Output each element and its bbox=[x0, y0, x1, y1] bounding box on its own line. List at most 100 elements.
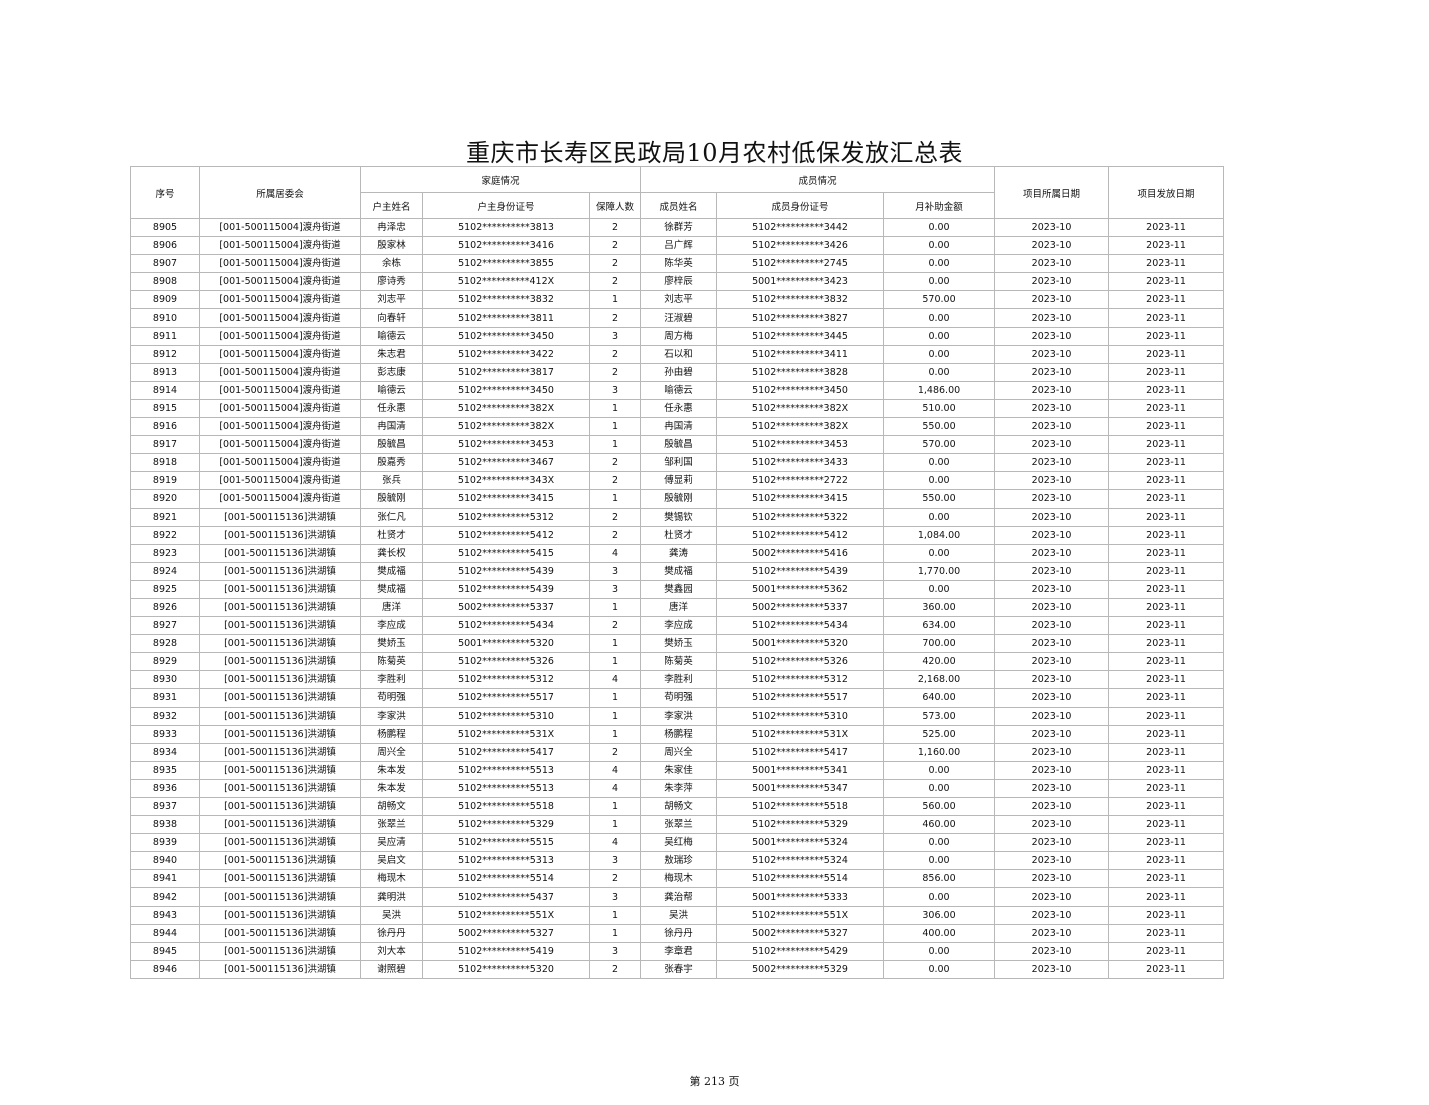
cell-seq: 8915 bbox=[130, 398, 200, 419]
cell-issue-date: 2023-11 bbox=[1108, 217, 1225, 238]
cell-issue-date: 2023-11 bbox=[1108, 272, 1225, 292]
table-row: 8907 [001-500115004]渡舟街道 余栋 5102**********3… bbox=[130, 254, 1225, 274]
header-member-group: 成员情况 bbox=[640, 166, 996, 193]
cell-seq: 8909 bbox=[130, 290, 200, 310]
cell-count: 4 bbox=[588, 760, 642, 780]
cell-amount: 573.00 bbox=[883, 706, 996, 726]
table-header: 序号 所属居委会 家庭情况 成员情况 项目所属日期 项目发放日期 户主姓名 户主… bbox=[130, 166, 1225, 219]
cell-head-id: 5002**********5327 bbox=[422, 923, 590, 943]
cell-issue-date: 2023-11 bbox=[1108, 815, 1225, 835]
cell-seq: 8914 bbox=[130, 380, 200, 400]
cell-count: 2 bbox=[588, 254, 642, 274]
table-row: 8931 [001-500115136]洪湖镇 苟明强 5102**********5… bbox=[130, 688, 1225, 708]
cell-head-name: 苟明强 bbox=[360, 688, 423, 708]
cell-seq: 8921 bbox=[130, 507, 200, 527]
cell-seq: 8912 bbox=[130, 344, 200, 364]
cell-member-name: 樊鑫园 bbox=[640, 579, 718, 599]
cell-count: 4 bbox=[588, 833, 642, 853]
cell-head-id: 5102**********5513 bbox=[422, 778, 590, 799]
cell-member-id: 5001**********5347 bbox=[716, 778, 885, 799]
cell-member-name: 樊娇玉 bbox=[640, 634, 718, 654]
cell-member-id: 5001**********5324 bbox=[716, 833, 885, 853]
cell-seq: 8906 bbox=[130, 236, 200, 256]
table-row: 8943 [001-500115136]洪湖镇 吴洪 5102**********55… bbox=[130, 905, 1225, 925]
cell-seq: 8920 bbox=[130, 489, 200, 509]
table-row: 8938 [001-500115136]洪湖镇 张翠兰 5102**********5… bbox=[130, 815, 1225, 835]
cell-amount: 634.00 bbox=[883, 616, 996, 636]
cell-count: 4 bbox=[588, 778, 642, 799]
cell-head-id: 5102**********5518 bbox=[422, 796, 590, 817]
cell-issue-date: 2023-11 bbox=[1108, 471, 1225, 491]
cell-head-name: 彭志康 bbox=[360, 362, 423, 382]
cell-amount: 306.00 bbox=[883, 905, 996, 925]
cell-committee: [001-500115136]洪湖镇 bbox=[199, 869, 361, 889]
cell-amount: 570.00 bbox=[883, 435, 996, 455]
cell-seq: 8942 bbox=[130, 887, 200, 907]
cell-head-name: 李家洪 bbox=[360, 706, 423, 726]
cell-committee: [001-500115136]洪湖镇 bbox=[199, 778, 361, 799]
cell-member-name: 张春宇 bbox=[640, 959, 718, 979]
table-row: 8936 [001-500115136]洪湖镇 朱本发 5102**********5… bbox=[130, 778, 1225, 799]
cell-amount: 2,168.00 bbox=[883, 670, 996, 690]
cell-belong-date: 2023-10 bbox=[994, 724, 1110, 744]
cell-count: 1 bbox=[588, 815, 642, 835]
cell-member-name: 任永惠 bbox=[640, 398, 718, 419]
cell-head-name: 张翠兰 bbox=[360, 815, 423, 835]
cell-issue-date: 2023-11 bbox=[1108, 778, 1225, 799]
cell-count: 4 bbox=[588, 670, 642, 690]
cell-head-name: 喻德云 bbox=[360, 380, 423, 400]
cell-head-name: 杨鹏程 bbox=[360, 724, 423, 744]
header-head-id: 户主身份证号 bbox=[422, 192, 590, 219]
cell-issue-date: 2023-11 bbox=[1108, 724, 1225, 744]
table-row: 8939 [001-500115136]洪湖镇 吴应清 5102**********5… bbox=[130, 833, 1225, 853]
cell-head-name: 樊成福 bbox=[360, 579, 423, 599]
cell-member-id: 5102**********5322 bbox=[716, 507, 885, 527]
cell-count: 2 bbox=[588, 217, 642, 238]
cell-head-id: 5102**********412X bbox=[422, 272, 590, 292]
cell-member-name: 吴洪 bbox=[640, 905, 718, 925]
cell-head-id: 5102**********531X bbox=[422, 724, 590, 744]
header-member-id: 成员身份证号 bbox=[716, 192, 885, 219]
cell-member-name: 龚治帮 bbox=[640, 887, 718, 907]
cell-belong-date: 2023-10 bbox=[994, 217, 1110, 238]
cell-head-name: 李应成 bbox=[360, 616, 423, 636]
cell-issue-date: 2023-11 bbox=[1108, 290, 1225, 310]
cell-issue-date: 2023-11 bbox=[1108, 616, 1225, 636]
table-row: 8912 [001-500115004]渡舟街道 朱志君 5102**********… bbox=[130, 344, 1225, 364]
cell-head-name: 李胜利 bbox=[360, 670, 423, 690]
cell-belong-date: 2023-10 bbox=[994, 742, 1110, 762]
cell-head-name: 张兵 bbox=[360, 471, 423, 491]
cell-member-name: 朱家佳 bbox=[640, 760, 718, 780]
cell-belong-date: 2023-10 bbox=[994, 851, 1110, 871]
cell-count: 2 bbox=[588, 453, 642, 473]
table-row: 8905 [001-500115004]渡舟街道 冉泽忠 5102**********… bbox=[130, 217, 1225, 238]
cell-count: 2 bbox=[588, 869, 642, 889]
cell-issue-date: 2023-11 bbox=[1108, 236, 1225, 256]
cell-head-name: 胡畅文 bbox=[360, 796, 423, 817]
cell-count: 1 bbox=[588, 688, 642, 708]
cell-head-id: 5102**********3422 bbox=[422, 344, 590, 364]
cell-seq: 8939 bbox=[130, 833, 200, 853]
cell-member-name: 吴红梅 bbox=[640, 833, 718, 853]
cell-head-name: 吴启文 bbox=[360, 851, 423, 871]
table-row: 8932 [001-500115136]洪湖镇 李家洪 5102**********5… bbox=[130, 706, 1225, 726]
cell-committee: [001-500115136]洪湖镇 bbox=[199, 561, 361, 581]
cell-belong-date: 2023-10 bbox=[994, 815, 1110, 835]
cell-member-name: 刘志平 bbox=[640, 290, 718, 310]
cell-count: 2 bbox=[588, 344, 642, 364]
cell-issue-date: 2023-11 bbox=[1108, 652, 1225, 672]
cell-seq: 8946 bbox=[130, 959, 200, 979]
cell-head-id: 5102**********5439 bbox=[422, 561, 590, 581]
table-row: 8935 [001-500115136]洪湖镇 朱本发 5102**********5… bbox=[130, 760, 1225, 780]
cell-head-id: 5102**********3450 bbox=[422, 326, 590, 346]
cell-belong-date: 2023-10 bbox=[994, 941, 1110, 961]
cell-issue-date: 2023-11 bbox=[1108, 398, 1225, 419]
cell-committee: [001-500115136]洪湖镇 bbox=[199, 760, 361, 780]
cell-issue-date: 2023-11 bbox=[1108, 561, 1225, 581]
cell-head-id: 5102**********5326 bbox=[422, 652, 590, 672]
cell-amount: 0.00 bbox=[883, 272, 996, 292]
table-row: 8913 [001-500115004]渡舟街道 彭志康 5102**********… bbox=[130, 362, 1225, 382]
cell-count: 2 bbox=[588, 272, 642, 292]
cell-member-id: 5102**********5439 bbox=[716, 561, 885, 581]
cell-head-id: 5102**********3817 bbox=[422, 362, 590, 382]
